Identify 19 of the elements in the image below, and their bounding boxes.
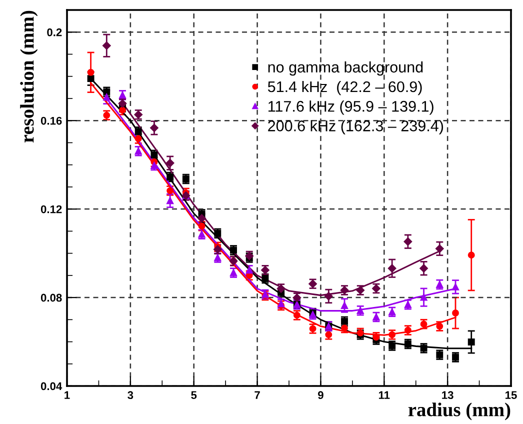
legend-label: no gamma background bbox=[268, 61, 423, 76]
legend-label: 200.6 kHz (162.3 – 239.4) bbox=[268, 120, 444, 134]
x-tick-label: 13 bbox=[442, 391, 454, 400]
x-tick-label: 7 bbox=[254, 391, 260, 399]
y-tick-label: 0.04 bbox=[40, 382, 62, 390]
y-tick-label: 0.12 bbox=[40, 205, 62, 214]
y-tick-label: 0.2 bbox=[47, 28, 62, 36]
x-tick-label: 5 bbox=[191, 391, 197, 400]
x-tick-label: 9 bbox=[318, 391, 324, 400]
x-tick-label: 15 bbox=[506, 391, 517, 400]
legend-label: 51.4 kHz (42.2 – 60.9) bbox=[268, 80, 422, 96]
x-tick-label: 11 bbox=[378, 391, 390, 399]
y-tick-label: 0.16 bbox=[40, 116, 62, 125]
x-tick-label: 3 bbox=[128, 391, 134, 400]
y-axis-title: resolution (mm) bbox=[20, 10, 38, 143]
legend-label: 117.6 kHz (95.9 – 139.1) bbox=[268, 100, 434, 115]
x-tick-label: 1 bbox=[64, 391, 70, 399]
y-tick-label: 0.08 bbox=[40, 294, 62, 302]
x-axis-title: radius (mm) bbox=[408, 402, 510, 420]
